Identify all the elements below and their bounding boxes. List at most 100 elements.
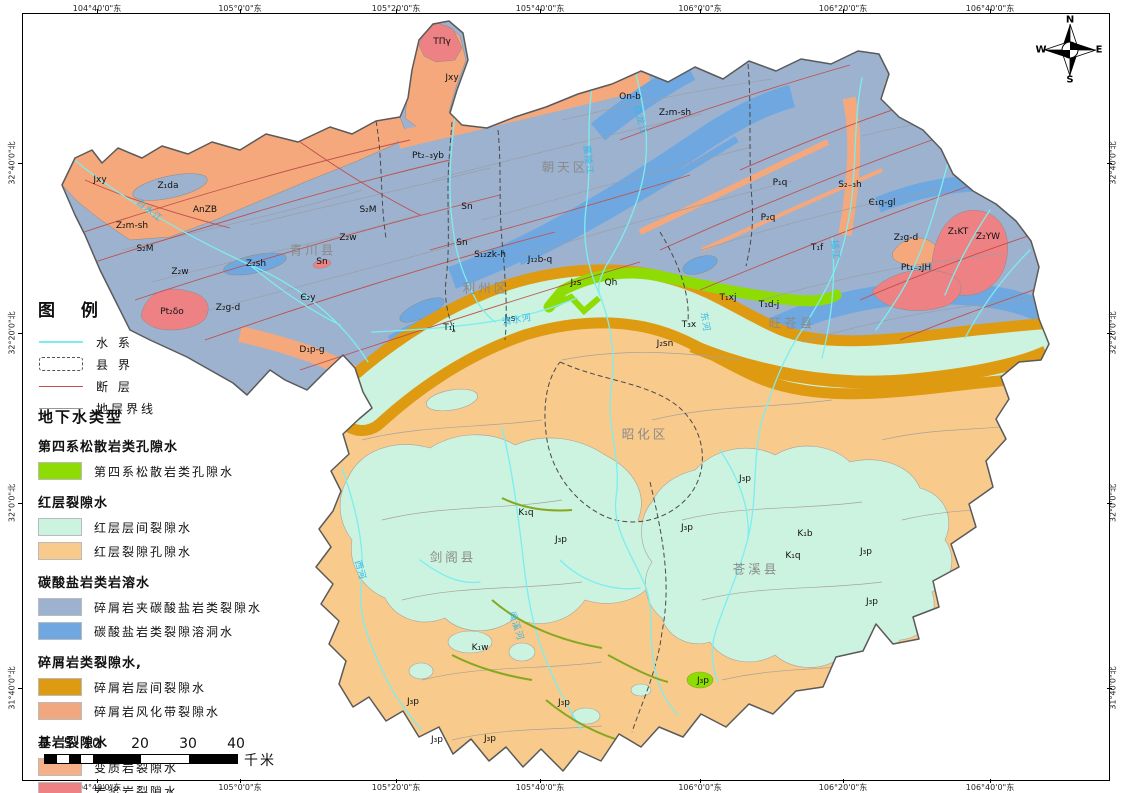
compass-rose: N E S W (1035, 14, 1104, 86)
legend: 图 例 水 系县 界断 层地层界线 (38, 296, 278, 419)
geo-unit-label: J₂sn (656, 339, 674, 349)
compass-s-label: S (1066, 74, 1074, 86)
coordinate-tick-left (18, 163, 23, 164)
groundwater-item: 红层裂隙孔隙水 (38, 539, 288, 563)
fault-swatch (39, 385, 83, 387)
geo-unit-label: J₂s (570, 278, 582, 288)
compass-e-label: E (1095, 44, 1103, 56)
county-label: 剑阁县 (429, 549, 477, 565)
geo-unit-label: J₃p (866, 597, 878, 607)
geo-unit-label: S₁₂zk-h (474, 250, 506, 260)
scale-bar-strip (44, 754, 238, 764)
legend-items: 水 系县 界断 层地层界线 (38, 331, 278, 419)
scale-bar-unit: 千米 (244, 753, 276, 769)
geo-unit-label: J₃p (431, 735, 443, 745)
groundwater-item-label: 第四系松散岩类孔隙水 (94, 464, 235, 479)
coordinate-tick-bottom (97, 779, 98, 783)
water-system-symbol (38, 341, 84, 343)
scale-bar-segment (81, 755, 93, 763)
coordinate-label-bottom: 105°0'0"东 (218, 783, 262, 792)
coordinate-tick-top (990, 9, 991, 13)
stratum-contours-layer (121, 78, 1043, 343)
geo-unit-label: Pt₂₋₃yb (412, 151, 444, 161)
county-label: 利州区 (462, 280, 510, 296)
scale-tick-label: 20 (131, 736, 149, 752)
geo-unit-label: Є₁q-gl (868, 198, 896, 208)
coordinate-tick-top (240, 9, 241, 13)
coordinate-tick-left (18, 333, 23, 334)
groundwater-item: 红层层间裂隙水 (38, 515, 288, 539)
compass-n-label: N (1065, 14, 1075, 26)
county-boundaries-layer (375, 63, 754, 733)
coordinate-tick-right (1107, 163, 1112, 164)
coordinate-label-bottom: 105°40'0"东 (515, 783, 565, 792)
geo-unit-label: Jxy (93, 175, 107, 185)
geo-unit-label: T₁d-j (758, 300, 780, 310)
groundwater-group-heading: 基岩裂隙水 (38, 736, 109, 751)
geo-unit-label: Z₂YW (975, 232, 1001, 242)
groundwater-item: 碎屑岩层间裂隙水 (38, 675, 288, 699)
stratum-boundary-symbol (38, 407, 84, 409)
geo-unit-label: S₂M (136, 244, 154, 254)
groundwater-item-label: 红层层间裂隙水 (94, 520, 193, 535)
groundwater-item-label: 红层裂隙孔隙水 (94, 544, 193, 559)
coordinate-tick-left (18, 503, 23, 504)
geo-unit-label: Z₂g-d (215, 303, 241, 313)
geo-unit-label: K₁q (785, 551, 801, 561)
geo-unit-label: P₁q (772, 178, 788, 188)
county-label: 昭化区 (621, 426, 669, 442)
groundwater-swatch (38, 462, 82, 480)
coordinate-label-top: 106°20'0"东 (819, 3, 867, 14)
coordinate-tick-bottom (843, 779, 844, 783)
legend-item-stratum-boundary: 地层界线 (38, 397, 278, 419)
coordinate-tick-bottom (240, 779, 241, 783)
geo-unit-label: On-b (619, 92, 641, 102)
fault-symbol (38, 385, 84, 387)
geo-unit-label: T₁j (443, 323, 455, 333)
region-outline (61, 20, 1050, 772)
z1da-patch (132, 173, 208, 201)
groundwater-item: 岩浆岩裂隙水 (38, 779, 288, 793)
coordinate-tick-left (18, 688, 23, 689)
coordinate-tick-top (396, 9, 397, 13)
legend-item-label: 地层界线 (96, 401, 157, 416)
groundwater-legend-title: 地下水类型 (38, 408, 124, 426)
coordinate-tick-bottom (396, 779, 397, 783)
coordinate-label-left: 31°40'0"北 (7, 666, 17, 710)
groundwater-swatch (38, 622, 82, 640)
coordinate-label-bottom: 106°40'0"东 (965, 783, 1015, 792)
geo-unit-label: T₁f (810, 243, 824, 253)
groundwater-swatch (38, 678, 82, 696)
groundwater-item: 碎屑岩风化带裂隙水 (38, 699, 288, 723)
water-system-swatch (39, 341, 83, 343)
geo-unit-label: TΠγ (433, 37, 451, 47)
coordinate-tick-bottom (540, 779, 541, 783)
coordinate-tick-right (1107, 333, 1112, 334)
geo-unit-label: J₃p (739, 474, 751, 484)
geo-unit-label: Z₂sh (245, 259, 267, 269)
geo-unit-label: Z₁KT (947, 227, 969, 237)
coordinate-tick-top (843, 9, 844, 13)
scale-tick-label: 0 (39, 736, 49, 752)
geo-unit-label: J₂s (504, 314, 516, 324)
geo-unit-label: J₃p (697, 676, 709, 686)
geo-unit-label: Sn (461, 202, 473, 212)
geo-unit-label: Є₂y (300, 293, 316, 303)
geo-unit-label: Z₂m-sh (658, 108, 692, 118)
geo-unit-label: Pt₁₋₂JH (900, 263, 932, 273)
county-label: 青川县 (289, 242, 337, 258)
scale-bar-segment (189, 755, 237, 763)
groundwater-legend: 地下水类型 第四系松散岩类孔隙水 第四系松散岩类孔隙水 红层裂隙水 红层层间裂隙水 红层… (38, 406, 288, 793)
coordinate-label-bottom: 106°20'0"东 (818, 783, 868, 792)
geo-unit-label: J₃p (484, 734, 496, 744)
county-label: 朝天区 (541, 159, 589, 175)
geo-unit-label: K₁b (797, 529, 813, 539)
coordinate-label-bottom: 104°40'0"东 (72, 783, 122, 792)
south-mint-layer (339, 388, 1026, 725)
county-label: 旺苍县 (768, 315, 816, 331)
geo-unit-label: Sn (456, 238, 468, 248)
coordinate-tick-right (1107, 688, 1112, 689)
geo-unit-label: Pt₂δo (160, 307, 184, 317)
stratum-boundary-swatch (39, 407, 83, 409)
